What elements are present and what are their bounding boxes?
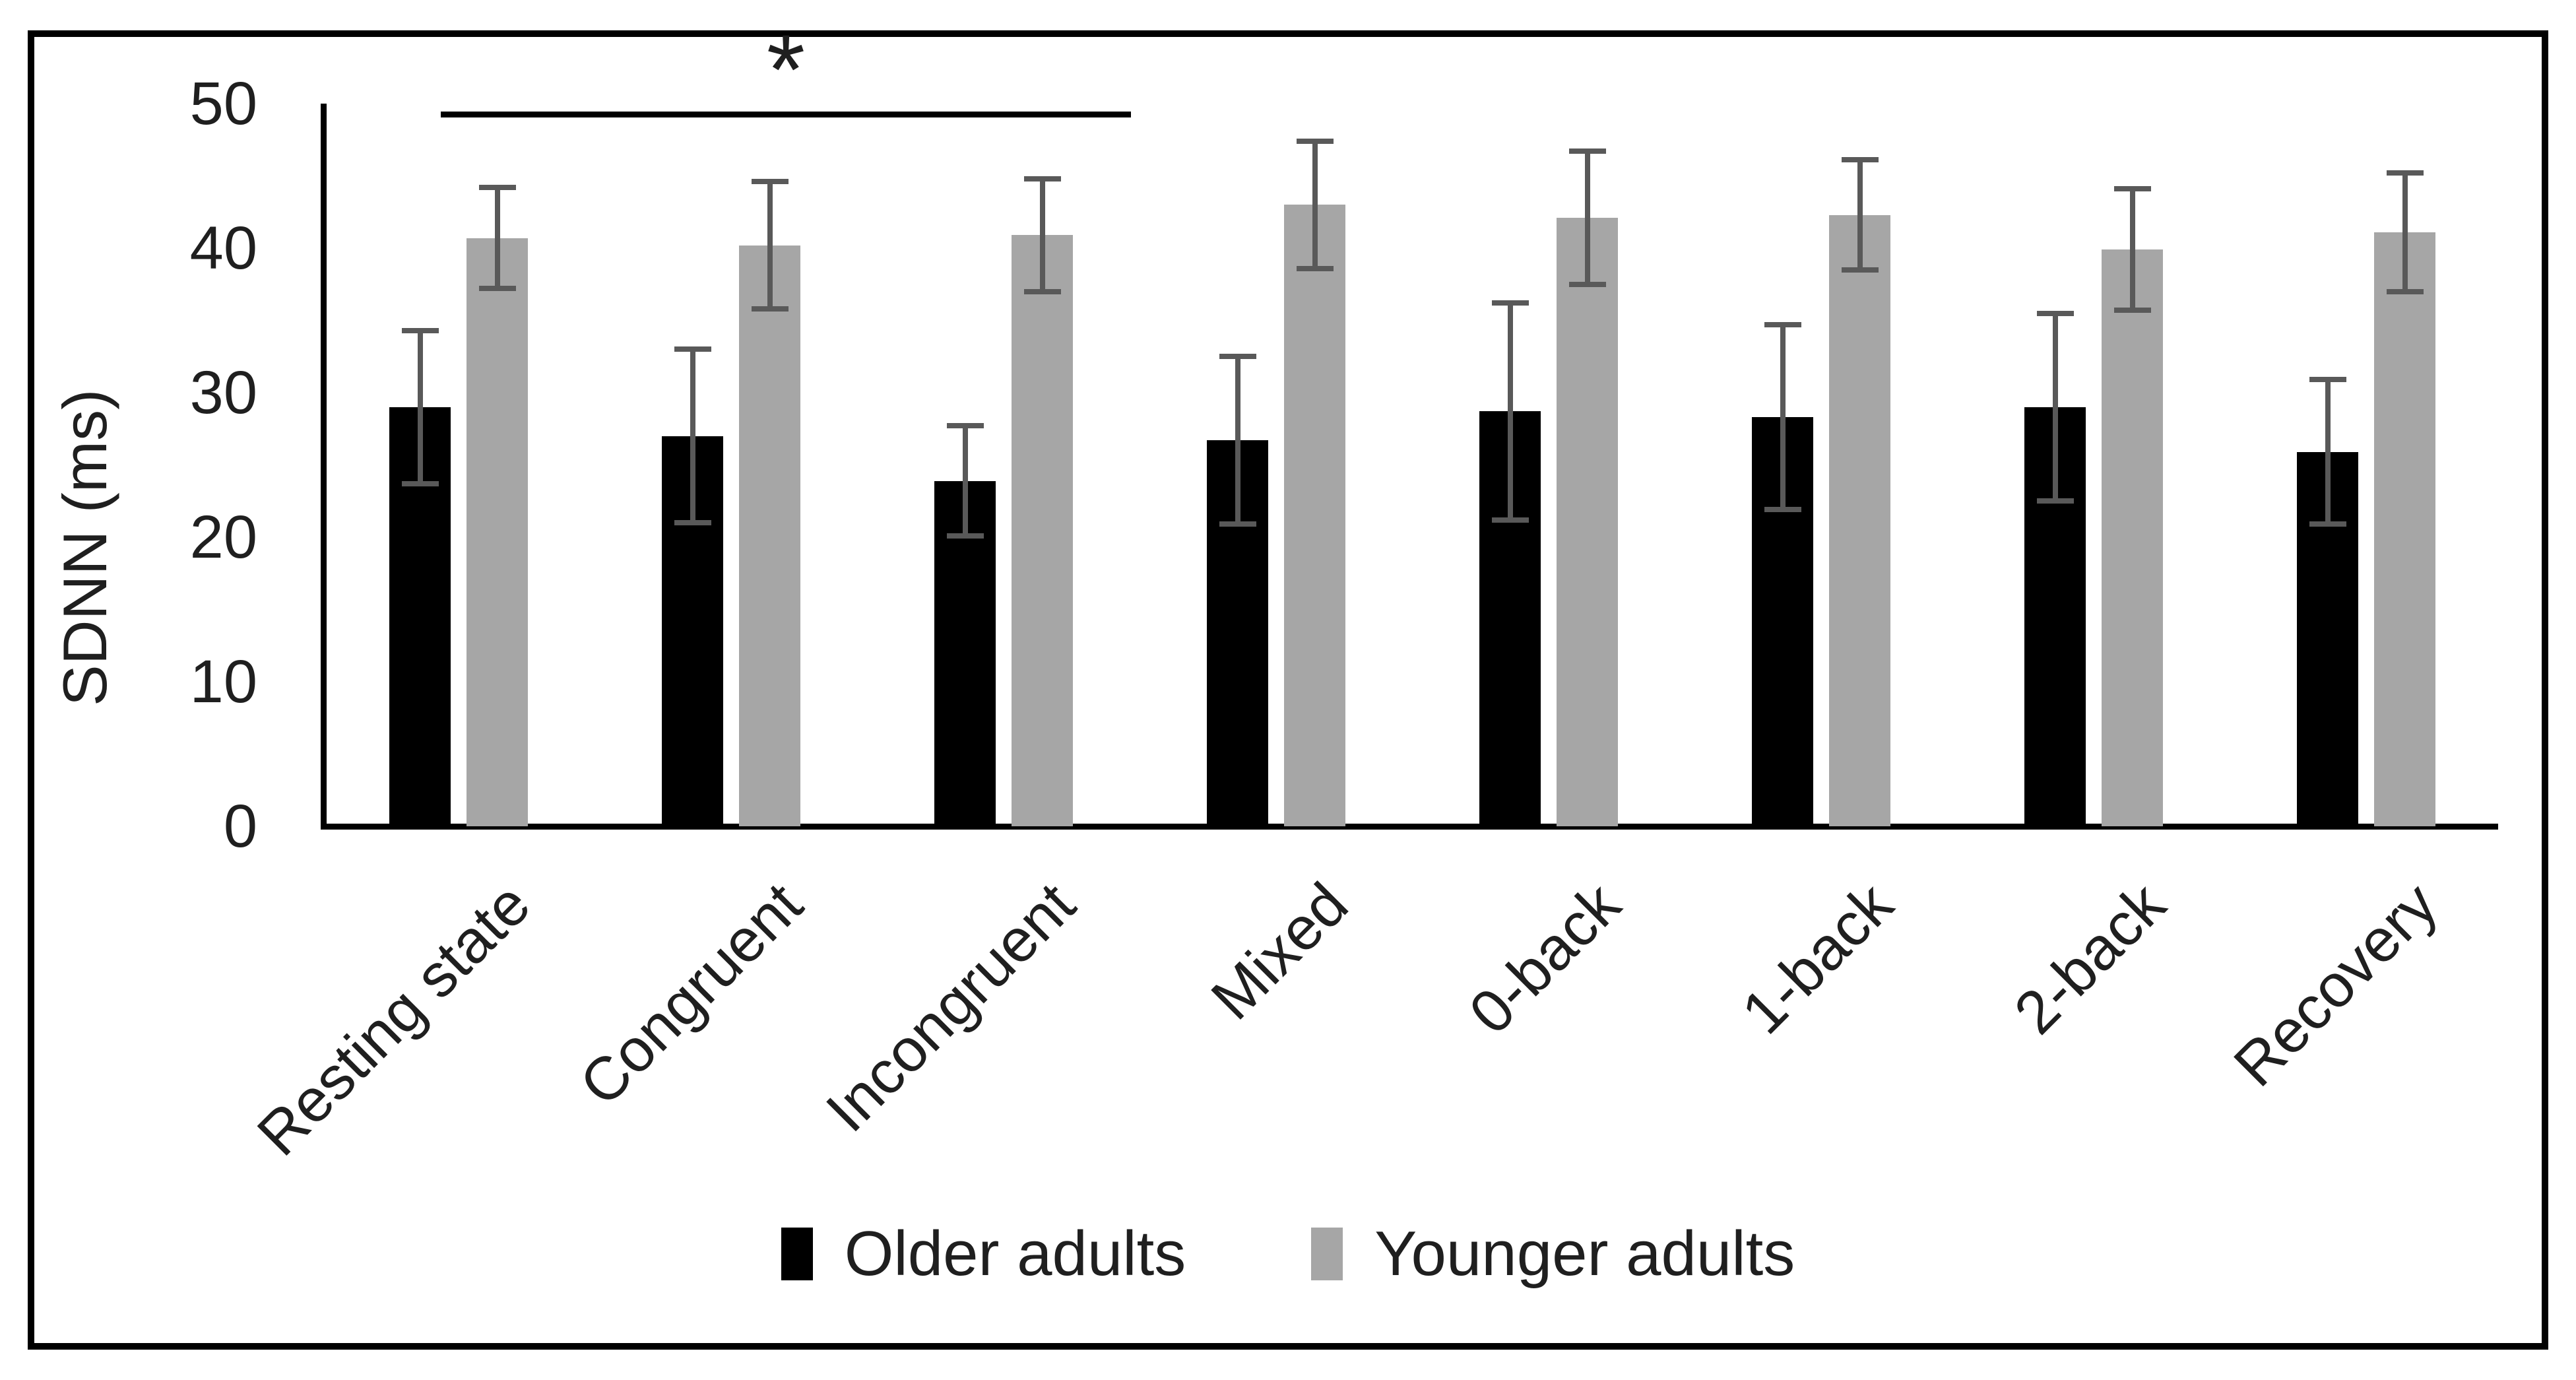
significance-asterisk: * [766, 14, 806, 125]
error-bar-stem-older-adults-2-back [2052, 313, 2058, 502]
error-bar-stem-older-adults-recovery [2325, 379, 2331, 525]
error-bar-stem-younger-adults-recovery [2402, 173, 2408, 292]
bar-younger-adults-recovery [2374, 232, 2435, 826]
legend-label-older-adults: Older adults [844, 1218, 1186, 1289]
y-tick-label-40: 40 [189, 214, 257, 282]
error-bar-bottom-cap-younger-adults-recovery [2386, 288, 2424, 294]
bar-older-adults-incongruent [934, 480, 996, 826]
error-bar-stem-older-adults-mixed [1235, 356, 1240, 525]
error-bar-bottom-cap-younger-adults-0-back [1568, 281, 1606, 287]
error-bar-top-cap-younger-adults-resting-state [478, 185, 516, 191]
error-bar-stem-younger-adults-mixed [1312, 141, 1318, 269]
error-bar-top-cap-older-adults-recovery [2309, 377, 2346, 383]
error-bar-bottom-cap-younger-adults-mixed [1296, 265, 1334, 271]
error-bar-top-cap-older-adults-resting-state [401, 327, 439, 333]
error-bar-bottom-cap-younger-adults-2-back [2113, 308, 2151, 313]
legend-swatch-older-adults [781, 1228, 813, 1280]
y-tick-label-0: 0 [223, 793, 257, 860]
bar-younger-adults-0-back [1557, 218, 1618, 826]
x-axis-line [321, 824, 2498, 830]
error-bar-stem-older-adults-resting-state [417, 330, 423, 484]
error-bar-top-cap-older-adults-0-back [1491, 300, 1529, 306]
error-bar-bottom-cap-older-adults-recovery [2309, 521, 2346, 527]
error-bar-stem-older-adults-0-back [1507, 303, 1513, 520]
error-bar-top-cap-younger-adults-incongruent [1023, 176, 1061, 181]
legend-swatch-younger-adults [1311, 1228, 1343, 1280]
legend-item-older-adults: Older adults [781, 1218, 1186, 1290]
error-bar-stem-younger-adults-congruent [767, 181, 773, 309]
bar-younger-adults-resting-state [467, 238, 528, 826]
error-bar-top-cap-younger-adults-congruent [751, 179, 789, 185]
error-bar-bottom-cap-older-adults-0-back [1491, 517, 1529, 523]
error-bar-stem-younger-adults-resting-state [494, 187, 500, 289]
bar-younger-adults-mixed [1284, 205, 1345, 826]
y-tick-label-30: 30 [189, 359, 257, 426]
error-bar-bottom-cap-older-adults-congruent [674, 520, 711, 526]
bar-younger-adults-congruent [739, 245, 800, 826]
y-axis-line [321, 104, 327, 830]
error-bar-stem-older-adults-congruent [690, 349, 695, 523]
legend-item-younger-adults: Younger adults [1311, 1218, 1795, 1290]
error-bar-top-cap-older-adults-incongruent [946, 423, 984, 429]
error-bar-stem-younger-adults-2-back [2129, 189, 2135, 311]
y-tick-label-20: 20 [189, 504, 257, 571]
error-bar-top-cap-younger-adults-0-back [1568, 148, 1606, 154]
error-bar-bottom-cap-older-adults-mixed [1219, 521, 1256, 527]
error-bar-top-cap-older-adults-1-back [1764, 322, 1801, 328]
bar-younger-adults-2-back [2102, 249, 2163, 826]
error-bar-stem-younger-adults-incongruent [1039, 178, 1045, 292]
error-bar-top-cap-older-adults-mixed [1219, 354, 1256, 360]
error-bar-stem-older-adults-1-back [1780, 325, 1786, 510]
figure-frame-border [28, 30, 2548, 1350]
error-bar-bottom-cap-younger-adults-incongruent [1023, 288, 1061, 294]
error-bar-stem-younger-adults-1-back [1857, 160, 1863, 270]
y-tick-label-50: 50 [189, 70, 257, 137]
error-bar-top-cap-younger-adults-mixed [1296, 138, 1334, 144]
error-bar-bottom-cap-younger-adults-congruent [751, 306, 789, 312]
error-bar-stem-younger-adults-0-back [1584, 151, 1590, 284]
significance-bracket-line [441, 112, 1131, 117]
error-bar-top-cap-older-adults-congruent [674, 346, 711, 352]
error-bar-bottom-cap-younger-adults-resting-state [478, 286, 516, 292]
bar-younger-adults-incongruent [1012, 235, 1073, 826]
y-tick-label-10: 10 [189, 648, 257, 715]
legend: Older adults Younger adults [0, 1218, 2576, 1290]
error-bar-bottom-cap-older-adults-incongruent [946, 533, 984, 539]
error-bar-bottom-cap-older-adults-1-back [1764, 507, 1801, 513]
error-bar-top-cap-younger-adults-1-back [1841, 157, 1879, 163]
error-bar-bottom-cap-younger-adults-1-back [1841, 267, 1879, 273]
error-bar-top-cap-younger-adults-recovery [2386, 170, 2424, 176]
error-bar-top-cap-younger-adults-2-back [2113, 186, 2151, 192]
error-bar-bottom-cap-older-adults-resting-state [401, 480, 439, 486]
error-bar-top-cap-older-adults-2-back [2036, 310, 2074, 316]
bar-younger-adults-1-back [1829, 214, 1890, 826]
legend-label-younger-adults: Younger adults [1374, 1218, 1795, 1289]
error-bar-stem-older-adults-incongruent [962, 426, 968, 536]
error-bar-bottom-cap-older-adults-2-back [2036, 498, 2074, 504]
